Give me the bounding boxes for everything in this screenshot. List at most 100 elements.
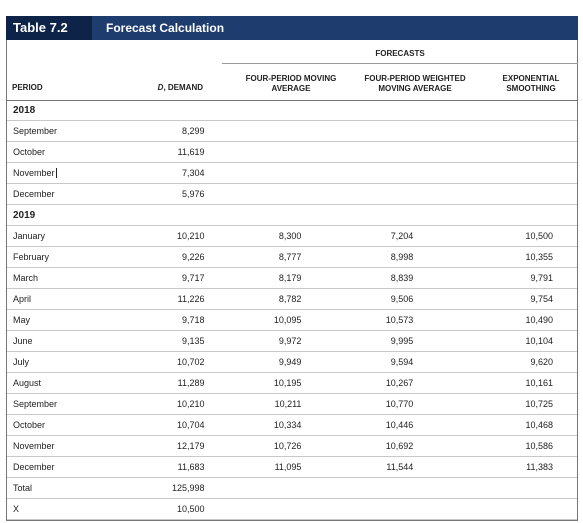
period-cell: February xyxy=(7,246,147,268)
weighted-average-cell: 9,594 xyxy=(301,351,414,373)
demand-cell: 12,179 xyxy=(146,435,205,457)
demand-cell: 11,619 xyxy=(146,141,205,163)
table-row: December 5,976 xyxy=(7,183,577,205)
year-label: 2018 xyxy=(7,100,577,121)
moving-average-cell: 10,195 xyxy=(204,372,302,394)
period-cell: September xyxy=(7,120,147,142)
exponential-smoothing-cell xyxy=(413,141,577,163)
forecast-table: 2018 September 8,299 October 11,619 November 7… xyxy=(7,100,577,520)
exponential-smoothing-cell: 10,104 xyxy=(413,330,577,352)
table-label: Table 7.2 xyxy=(6,16,92,40)
table-row: October 11,619 xyxy=(7,141,577,163)
column-header-exponential-smoothing: EXPONENTIAL SMOOTHING xyxy=(502,74,560,93)
period-cell: October xyxy=(7,141,147,163)
exponential-smoothing-cell: 10,725 xyxy=(413,393,577,415)
year-label: 2019 xyxy=(7,204,577,226)
demand-cell: 11,289 xyxy=(146,372,205,394)
moving-average-cell: 8,179 xyxy=(204,267,302,289)
period-cell: January xyxy=(7,225,147,247)
period-cell: Total xyxy=(7,477,147,499)
column-header-demand: D, DEMAND xyxy=(157,83,203,92)
table-row: February 9,226 8,777 8,998 10,355 xyxy=(7,246,577,268)
period-cell: August xyxy=(7,372,147,394)
exponential-smoothing-cell: 9,791 xyxy=(413,267,577,289)
moving-average-cell: 8,300 xyxy=(204,225,302,247)
weighted-average-cell: 8,839 xyxy=(301,267,414,289)
period-cell: December xyxy=(7,456,147,478)
forecasts-group-header: FORECASTS xyxy=(375,49,425,58)
exponential-smoothing-cell: 10,586 xyxy=(413,435,577,457)
moving-average-cell: 9,949 xyxy=(204,351,302,373)
period-cell: September xyxy=(7,393,147,415)
weighted-average-cell: 7,204 xyxy=(301,225,414,247)
period-cell: April xyxy=(7,288,147,310)
exponential-smoothing-cell xyxy=(413,183,577,205)
moving-average-cell: 8,777 xyxy=(204,246,302,268)
period-cell: March xyxy=(7,267,147,289)
period-cell: X xyxy=(7,498,147,520)
exponential-smoothing-cell xyxy=(413,120,577,142)
moving-average-cell: 8,782 xyxy=(204,288,302,310)
exponential-smoothing-cell: 10,500 xyxy=(413,225,577,247)
exponential-smoothing-cell xyxy=(413,162,577,184)
period-cell: May xyxy=(7,309,147,331)
moving-average-cell: 10,211 xyxy=(204,393,302,415)
table-row: November 12,179 10,726 10,692 10,586 xyxy=(7,435,577,457)
period-cell: October xyxy=(7,414,147,436)
column-header-period: PERIOD xyxy=(12,83,43,92)
demand-cell: 8,299 xyxy=(146,120,205,142)
exponential-smoothing-cell: 10,161 xyxy=(413,372,577,394)
moving-average-cell: 10,095 xyxy=(204,309,302,331)
weighted-average-cell: 10,267 xyxy=(301,372,414,394)
table-row: April 11,226 8,782 9,506 9,754 xyxy=(7,288,577,310)
table-row: December 11,683 11,095 11,544 11,383 xyxy=(7,456,577,478)
demand-cell: 9,717 xyxy=(146,267,205,289)
exponential-smoothing-cell: 10,355 xyxy=(413,246,577,268)
moving-average-cell xyxy=(204,498,302,520)
table-row: March 9,717 8,179 8,839 9,791 xyxy=(7,267,577,289)
demand-cell: 10,500 xyxy=(146,498,205,520)
table-row: May 9,718 10,095 10,573 10,490 xyxy=(7,309,577,331)
exponential-smoothing-cell: 9,754 xyxy=(413,288,577,310)
year-row: 2019 xyxy=(7,204,577,226)
weighted-average-cell: 9,995 xyxy=(301,330,414,352)
demand-cell: 9,135 xyxy=(146,330,205,352)
weighted-average-cell xyxy=(301,162,414,184)
table-row: September 8,299 xyxy=(7,120,577,142)
moving-average-cell: 10,334 xyxy=(204,414,302,436)
weighted-average-cell: 10,446 xyxy=(301,414,414,436)
period-cell: November xyxy=(7,435,147,457)
moving-average-cell xyxy=(204,120,302,142)
weighted-average-cell: 11,544 xyxy=(301,456,414,478)
demand-cell: 7,304 xyxy=(146,162,205,184)
table-row: June 9,135 9,972 9,995 10,104 xyxy=(7,330,577,352)
moving-average-cell: 9,972 xyxy=(204,330,302,352)
table-row: July 10,702 9,949 9,594 9,620 xyxy=(7,351,577,373)
weighted-average-cell: 9,506 xyxy=(301,288,414,310)
weighted-average-cell: 10,692 xyxy=(301,435,414,457)
period-cell: December xyxy=(7,183,147,205)
table-row: August 11,289 10,195 10,267 10,161 xyxy=(7,372,577,394)
period-cell: November xyxy=(7,162,147,184)
table-row: October 10,704 10,334 10,446 10,468 xyxy=(7,414,577,436)
weighted-average-cell: 10,770 xyxy=(301,393,414,415)
exponential-smoothing-cell: 11,383 xyxy=(413,456,577,478)
moving-average-cell: 10,726 xyxy=(204,435,302,457)
demand-cell: 10,210 xyxy=(146,225,205,247)
moving-average-cell xyxy=(204,162,302,184)
table-row: X 10,500 xyxy=(7,498,577,520)
exponential-smoothing-cell: 10,490 xyxy=(413,309,577,331)
demand-cell: 11,226 xyxy=(146,288,205,310)
demand-cell: 9,226 xyxy=(146,246,205,268)
group-divider xyxy=(222,63,578,64)
moving-average-cell xyxy=(204,141,302,163)
demand-cell: 9,718 xyxy=(146,309,205,331)
exponential-smoothing-cell xyxy=(413,477,577,499)
period-cell: June xyxy=(7,330,147,352)
moving-average-cell: 11,095 xyxy=(204,456,302,478)
moving-average-cell xyxy=(204,477,302,499)
table-frame xyxy=(6,40,578,521)
exponential-smoothing-cell: 9,620 xyxy=(413,351,577,373)
weighted-average-cell: 8,998 xyxy=(301,246,414,268)
